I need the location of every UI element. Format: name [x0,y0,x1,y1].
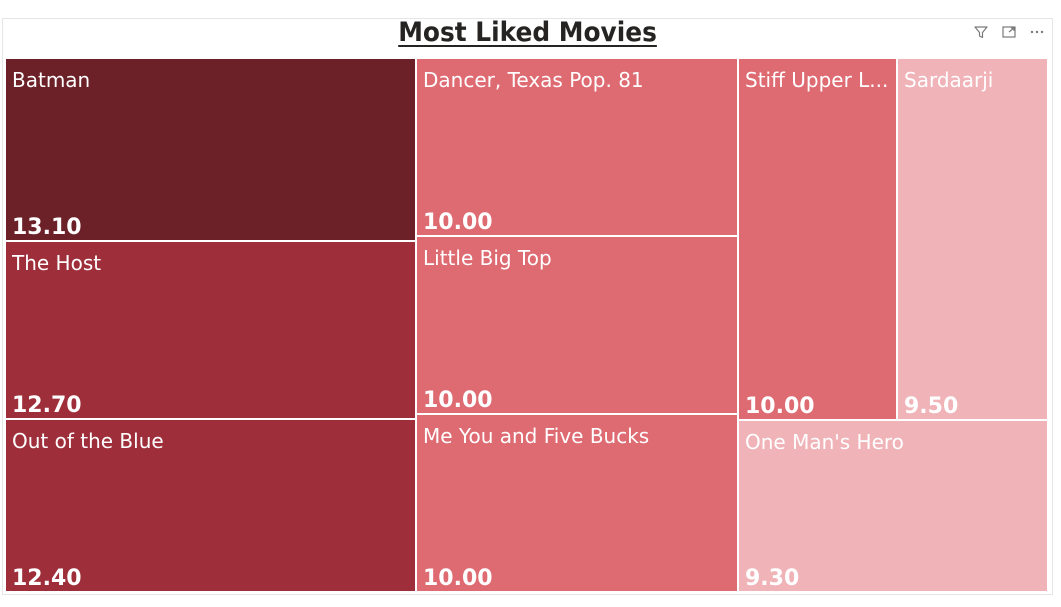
tile-label: Dancer, Texas Pop. 81 [423,68,644,92]
tile-label: Stiff Upper L... [745,68,889,92]
treemap-tile[interactable]: Dancer, Texas Pop. 81 10.00 [417,59,737,235]
tile-value: 13.10 [12,215,82,240]
treemap-tile[interactable]: Little Big Top 10.00 [417,237,737,413]
treemap-tile[interactable]: Batman 13.10 [6,59,415,240]
tile-value: 10.00 [423,388,493,413]
more-options-icon[interactable] [1028,23,1046,41]
tile-label: Sardaarji [904,68,994,92]
treemap-tile[interactable]: One Man's Hero 9.30 [739,421,1047,591]
tile-value: 12.70 [12,393,82,418]
treemap-tile[interactable]: The Host 12.70 [6,242,415,418]
tile-label: One Man's Hero [745,430,904,454]
treemap-tile[interactable]: Me You and Five Bucks 10.00 [417,415,737,591]
filter-icon[interactable] [972,23,990,41]
treemap-tile[interactable]: Out of the Blue 12.40 [6,420,415,591]
tile-label: Batman [12,68,91,92]
tile-label: Me You and Five Bucks [423,424,650,448]
tile-label: The Host [12,251,102,275]
tile-value: 12.40 [12,566,82,591]
treemap-tile[interactable]: Sardaarji 9.50 [898,59,1047,419]
tile-value: 9.50 [904,394,959,419]
chart-title: Most Liked Movies [398,17,657,48]
tile-label: Little Big Top [423,246,552,270]
tile-value: 9.30 [745,566,800,591]
tile-value: 10.00 [745,394,815,419]
tile-label: Out of the Blue [12,429,164,453]
tile-value: 10.00 [423,210,493,235]
visual-header [972,22,1046,42]
tile-value: 10.00 [423,566,493,591]
treemap-tile[interactable]: Stiff Upper L... 10.00 [739,59,896,419]
focus-mode-icon[interactable] [1000,23,1018,41]
